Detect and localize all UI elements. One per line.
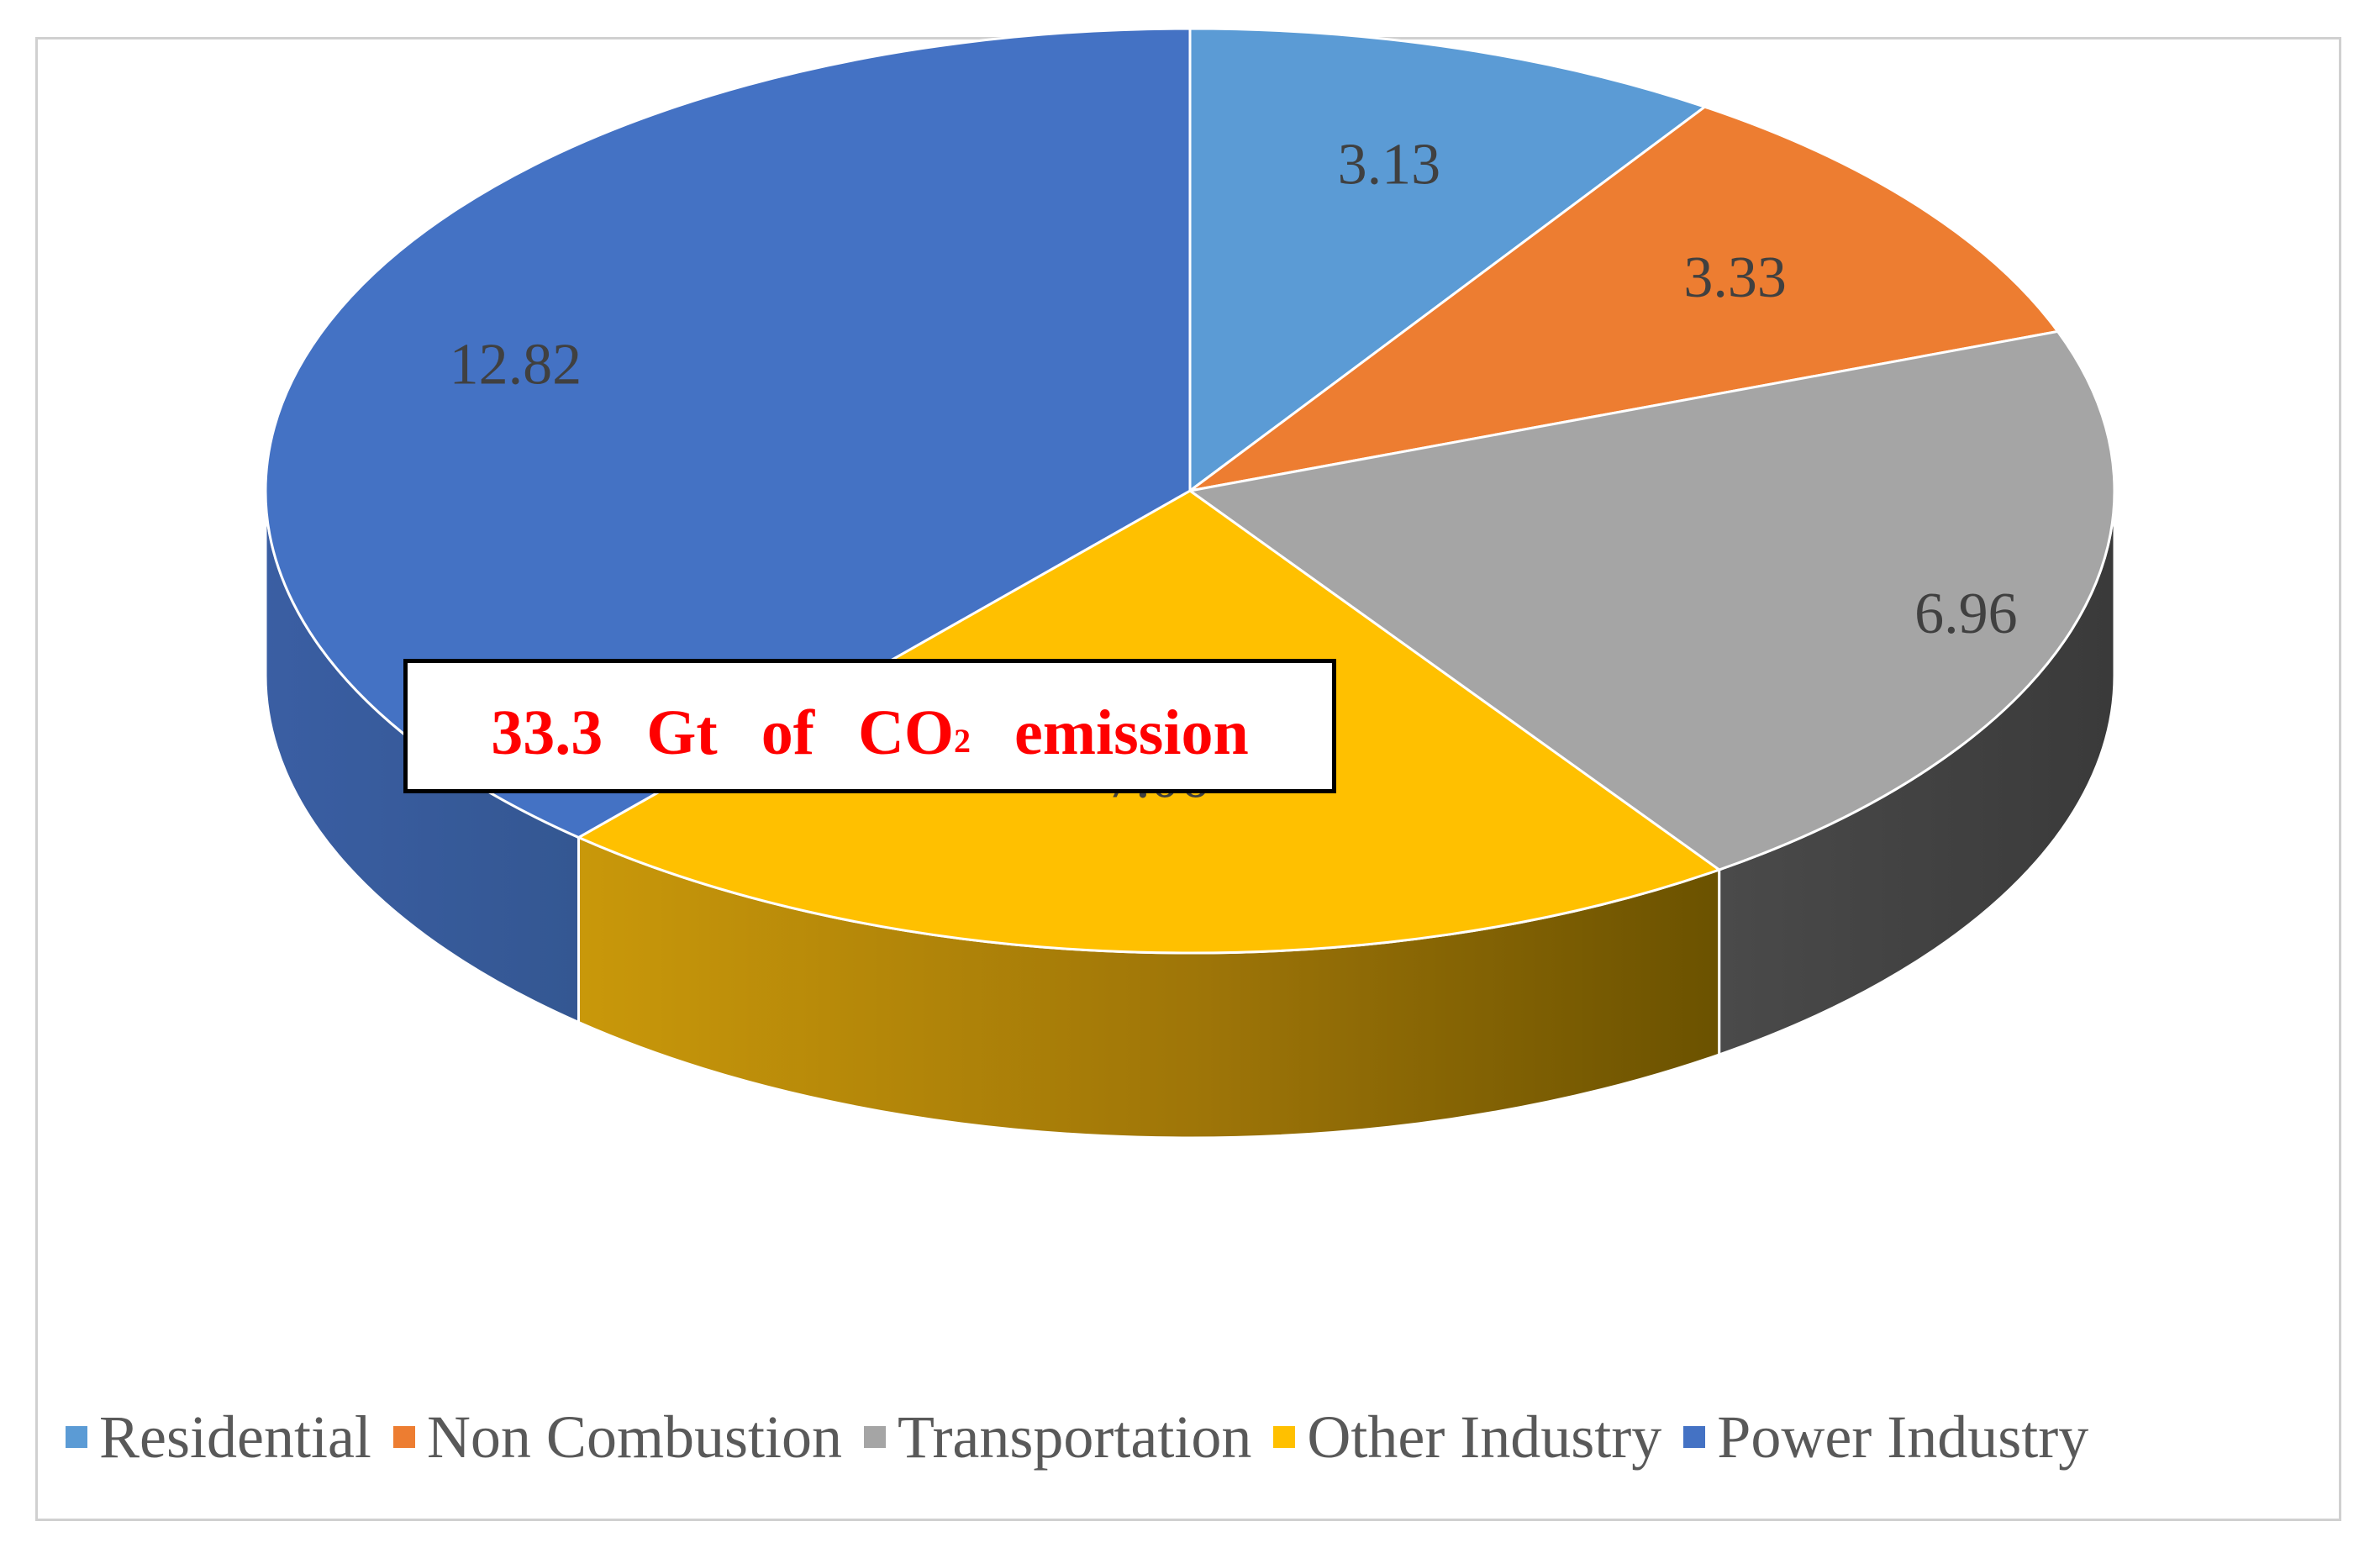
legend-label: Non Combustion <box>426 1403 842 1471</box>
pie-slice-power-industry <box>264 27 1192 840</box>
data-label-residential: 3.13 <box>1338 133 1441 197</box>
pie-tops <box>264 27 2116 955</box>
legend-label: Power Industry <box>1717 1403 2089 1471</box>
data-label-non-combustion: 3.33 <box>1683 245 1787 310</box>
legend-swatch <box>1273 1426 1296 1448</box>
total-unit: Gt <box>646 697 718 768</box>
pie-slice-transportation <box>1187 329 2116 871</box>
data-label-transportation: 6.96 <box>1914 582 2018 646</box>
total-gas-formula: CO <box>858 697 955 768</box>
total-gas-subscript: 2 <box>954 721 971 760</box>
data-label-power-industry: 12.82 <box>450 332 582 397</box>
total-gas: CO2 <box>858 697 971 770</box>
total-word: emission <box>1014 697 1249 768</box>
total-emission-callout: 33.3 Gt of CO2 emission <box>403 659 1336 793</box>
legend-item-transportation: Transportation <box>864 1403 1251 1472</box>
legend-swatch <box>864 1426 886 1448</box>
legend-item-power-industry: Power Industry <box>1683 1403 2088 1472</box>
legend-label: Residential <box>99 1403 371 1471</box>
total-value: 33.3 <box>491 697 603 768</box>
legend-swatch <box>392 1426 415 1448</box>
legend-label: Transportation <box>898 1403 1252 1471</box>
legend-swatch <box>1683 1426 1706 1448</box>
total-of: of <box>761 697 815 768</box>
legend-item-residential: Residential <box>66 1403 371 1472</box>
legend-item-other-industry: Other Industry <box>1273 1403 1661 1472</box>
legend-label: Other Industry <box>1307 1403 1662 1471</box>
pie-slice-non-combustion <box>1189 105 2061 492</box>
legend-swatch <box>66 1426 87 1448</box>
legend: Residential Non Combustion Transportation O… <box>66 1395 2335 1479</box>
pie-slice-residential <box>1188 27 1708 493</box>
legend-item-non-combustion: Non Combustion <box>392 1403 842 1472</box>
